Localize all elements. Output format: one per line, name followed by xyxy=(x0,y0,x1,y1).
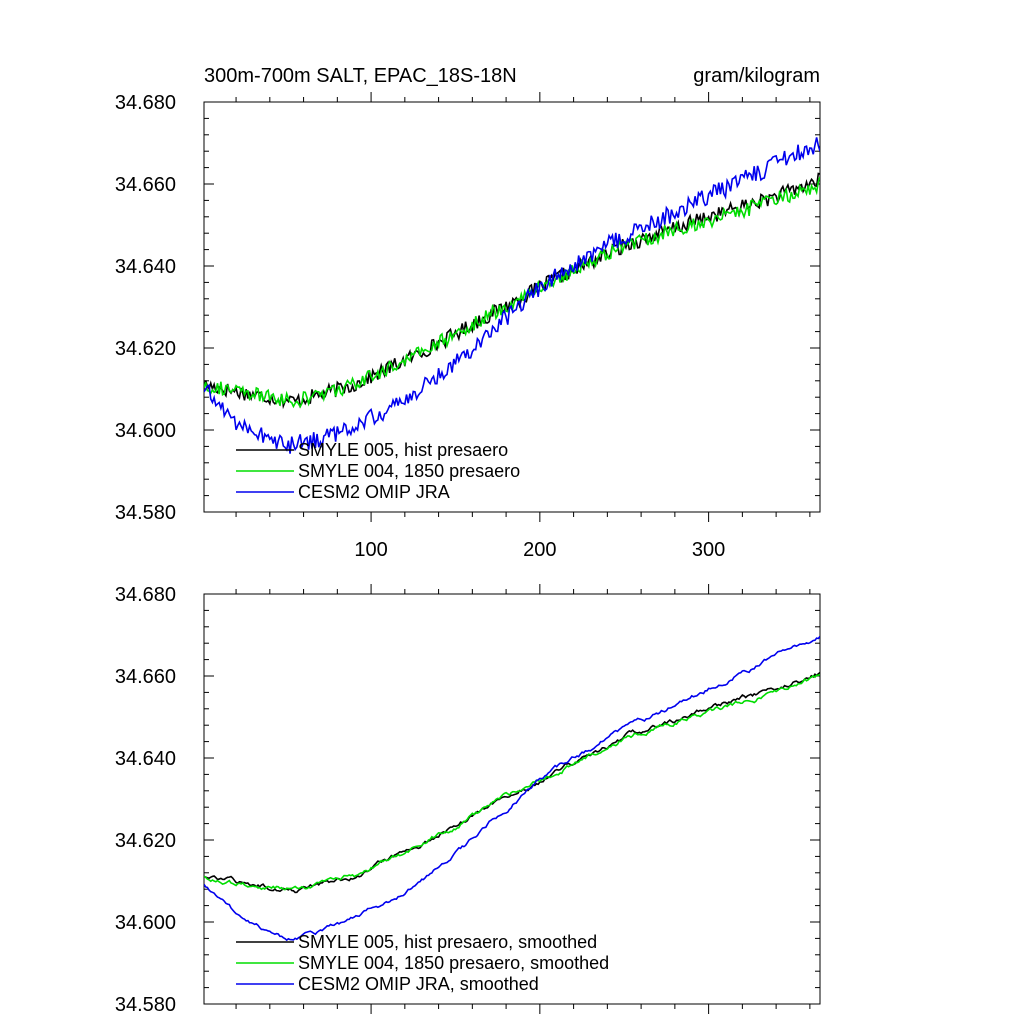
legend-label: SMYLE 005, hist presaero, smoothed xyxy=(298,932,597,952)
y-tick-label: 34.620 xyxy=(115,338,176,360)
y-tick-label: 34.660 xyxy=(115,666,176,688)
y-tick-label: 34.680 xyxy=(115,584,176,606)
series-line-1 xyxy=(204,172,820,410)
y-tick-label: 34.640 xyxy=(115,748,176,770)
legend-label: SMYLE 004, 1850 presaero, smoothed xyxy=(298,953,609,973)
chart-panel-2: 34.580 34.600 34.620 34.640 34.660 34.680 SMYL… xyxy=(115,584,821,1016)
legend-label: SMYLE 005, hist presaero xyxy=(298,440,508,460)
y-tick-label: 34.600 xyxy=(115,420,176,442)
chart-title: 300m-700m SALT, EPAC_18S-18N xyxy=(204,65,517,87)
chart-units: gram/kilogram xyxy=(693,65,820,87)
legend-label: CESM2 OMIP JRA, smoothed xyxy=(298,974,539,994)
y-tick-label: 34.640 xyxy=(115,256,176,278)
legend-label: SMYLE 004, 1850 presaero xyxy=(298,461,520,481)
legend-label: CESM2 OMIP JRA xyxy=(298,482,450,502)
plot-frame xyxy=(203,593,821,1005)
y-tick-label: 34.620 xyxy=(115,830,176,852)
series-line-3 xyxy=(204,137,820,454)
x-tick-label: 100 xyxy=(354,539,387,561)
series-line-3 xyxy=(204,635,820,942)
x-tick-label: 200 xyxy=(523,539,556,561)
plot-frame xyxy=(203,101,821,513)
y-tick-label: 34.580 xyxy=(115,502,176,524)
y-tick-label: 34.580 xyxy=(115,994,176,1016)
y-tick-label: 34.680 xyxy=(115,92,176,114)
x-tick-label: 300 xyxy=(692,539,725,561)
y-tick-label: 34.660 xyxy=(115,174,176,196)
y-tick-label: 34.600 xyxy=(115,912,176,934)
series-line-2 xyxy=(204,673,820,891)
chart-panel-1: 34.580 34.600 34.620 34.640 34.660 34.680 100 2… xyxy=(115,92,821,561)
series-line-2 xyxy=(204,176,820,409)
